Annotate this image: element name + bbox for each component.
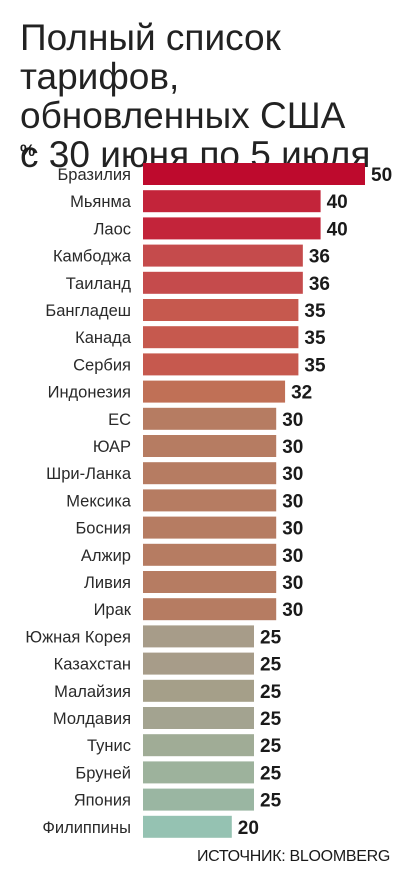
value-label-12: 30	[282, 464, 303, 485]
value-label-20: 25	[260, 682, 282, 703]
value-label-5: 36	[309, 274, 330, 295]
category-label-21: Молдавия	[53, 710, 131, 728]
bar-8	[143, 353, 299, 376]
category-label-23: Бруней	[75, 764, 131, 782]
value-label-22: 25	[260, 736, 282, 757]
value-label-6: 35	[304, 301, 326, 322]
bar-21	[143, 707, 254, 729]
category-label-8: Сербия	[73, 356, 131, 374]
category-label-11: ЮАР	[93, 438, 131, 456]
value-label-23: 25	[260, 763, 282, 784]
bar-1	[143, 163, 365, 185]
value-label-18: 25	[260, 627, 282, 648]
value-label-19: 25	[260, 655, 282, 676]
category-label-25: Филиппины	[42, 819, 131, 837]
category-label-17: Ирак	[94, 601, 132, 619]
bar-12	[143, 462, 277, 485]
category-label-5: Таиланд	[66, 275, 132, 293]
bar-20	[143, 679, 254, 702]
bar-10	[143, 407, 277, 430]
source-note: ИСТОЧНИК: BLOOMBERG	[196, 848, 390, 865]
unit-label: %	[20, 141, 36, 160]
bar-16	[143, 571, 277, 593]
bar-22	[143, 734, 254, 757]
category-label-18: Южная Корея	[25, 628, 131, 646]
bar-14	[143, 516, 277, 539]
bar-4	[143, 244, 303, 267]
category-label-13: Мексика	[66, 492, 132, 510]
value-label-7: 35	[304, 328, 326, 349]
category-label-9: Индонезия	[48, 384, 131, 402]
chart-title: Полный список тарифов, обновленных США с…	[20, 18, 410, 174]
category-label-2: Мьянма	[70, 193, 132, 211]
category-label-4: Камбоджа	[53, 248, 132, 266]
category-label-7: Канада	[75, 329, 132, 347]
value-label-24: 25	[260, 791, 282, 812]
bar-17	[143, 598, 277, 621]
bar-23	[143, 761, 254, 784]
bar-3	[143, 217, 321, 240]
bar-5	[143, 271, 303, 294]
title-line-1: Полный список тарифов,	[20, 17, 281, 97]
value-label-9: 32	[291, 383, 312, 404]
bar-24	[143, 788, 254, 811]
value-label-8: 35	[304, 355, 326, 376]
value-label-16: 30	[282, 573, 303, 594]
bar-19	[143, 652, 254, 675]
category-label-14: Босния	[75, 520, 131, 538]
category-label-12: Шри-Ланка	[46, 465, 132, 483]
bar-6	[143, 299, 299, 321]
category-label-3: Лаос	[94, 220, 131, 238]
value-label-10: 30	[282, 410, 303, 431]
value-label-25: 20	[238, 818, 259, 839]
value-label-3: 40	[327, 219, 348, 240]
bar-11	[143, 435, 277, 457]
bar-9	[143, 380, 286, 403]
category-label-16: Ливия	[84, 574, 131, 592]
value-label-21: 25	[260, 709, 282, 730]
bar-18	[143, 625, 254, 648]
value-label-4: 36	[309, 247, 330, 268]
bar-25	[143, 815, 232, 838]
category-label-19: Казахстан	[54, 656, 131, 674]
value-label-11: 30	[282, 437, 303, 458]
value-label-17: 30	[282, 600, 303, 621]
category-label-24: Япония	[74, 792, 131, 810]
bar-13	[143, 489, 277, 512]
value-label-1: 50	[371, 165, 392, 186]
value-label-2: 40	[327, 192, 348, 213]
category-label-10: ЕС	[108, 411, 131, 429]
category-label-1: Бразилия	[57, 166, 131, 184]
category-label-15: Алжир	[81, 547, 131, 565]
value-label-13: 30	[282, 491, 303, 512]
category-label-6: Бангладеш	[45, 302, 131, 320]
bar-2	[143, 190, 321, 213]
bar-15	[143, 543, 277, 566]
value-label-14: 30	[282, 519, 303, 540]
title-line-2: обновленных США	[20, 95, 346, 136]
value-label-15: 30	[282, 546, 303, 567]
category-label-22: Тунис	[87, 737, 131, 755]
category-label-20: Малайзия	[54, 683, 131, 701]
bar-7	[143, 326, 299, 349]
